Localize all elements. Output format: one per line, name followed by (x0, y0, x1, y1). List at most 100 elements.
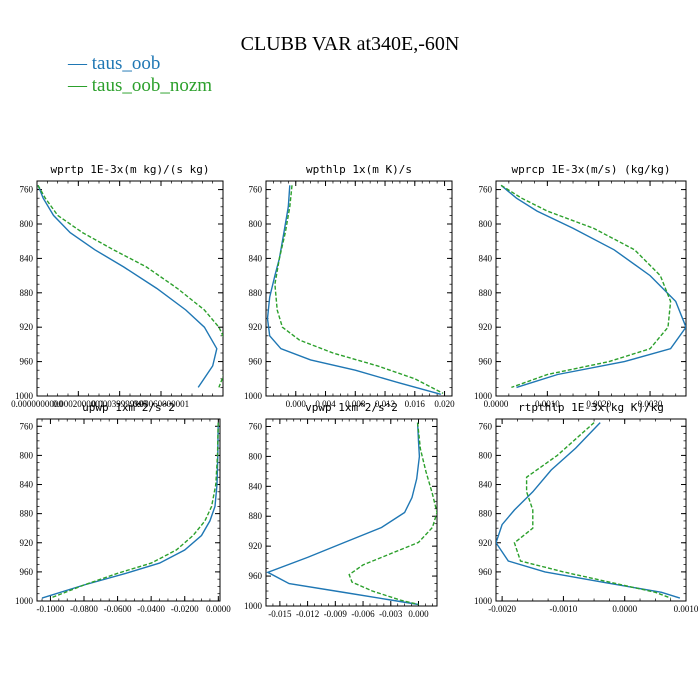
x-tick-label: -0.006 (351, 609, 375, 619)
y-tick-label: 1000 (244, 391, 263, 401)
y-tick-label: 800 (479, 450, 493, 460)
x-tick-label: -0.015 (268, 609, 292, 619)
y-tick-label: 840 (479, 480, 493, 490)
y-tick-label: 880 (249, 511, 263, 521)
y-tick-label: 920 (20, 322, 34, 332)
x-tick-label: 0.0000 (484, 399, 509, 409)
y-tick-label: 960 (249, 571, 263, 581)
y-tick-label: 1000 (15, 391, 34, 401)
panel-title: wprtp 1E-3x(m kg)/(s kg) (51, 163, 210, 176)
x-tick-label: 0.0000 (206, 604, 231, 614)
plot-frame (36, 418, 221, 602)
series-line-taus-oob (266, 185, 441, 395)
x-tick-label: 0.00039999997 (92, 399, 149, 409)
y-tick-label: 760 (20, 185, 34, 195)
x-tick-label: 0.0000000000 (11, 399, 63, 409)
figure-title: CLUBB VAR at340E,-60N (241, 33, 460, 55)
series-line-taus-oob-nozm (50, 422, 219, 599)
y-tick-label: 880 (479, 288, 493, 298)
y-tick-label: 800 (20, 450, 34, 460)
series-line-taus-oob (41, 422, 219, 599)
y-tick-label: 1000 (244, 601, 263, 611)
x-tick-label: 0.0020 (586, 399, 611, 409)
series-line-taus-oob (37, 185, 218, 388)
x-tick-label: -0.009 (324, 609, 348, 619)
y-tick-label: 880 (479, 509, 493, 519)
y-tick-label: 960 (20, 357, 34, 367)
legend-entry-taus-oob: — taus_oob (67, 53, 160, 74)
x-tick-label: -0.0400 (137, 604, 165, 614)
y-tick-label: 880 (20, 509, 34, 519)
y-tick-label: 880 (249, 288, 263, 298)
series-line-taus-oob-nozm (513, 422, 671, 599)
x-tick-label: 0.000 (408, 609, 429, 619)
x-tick-label: 0.004 (315, 399, 336, 409)
y-tick-label: 800 (249, 451, 263, 461)
panel-title: upwp 1xm^2/s^2 (82, 401, 175, 414)
y-tick-label: 800 (479, 219, 493, 229)
y-tick-label: 880 (20, 288, 34, 298)
x-tick-label: 0.016 (405, 399, 426, 409)
x-tick-label: -0.0800 (70, 604, 98, 614)
series-line-taus-oob (266, 422, 421, 606)
x-tick-label: 0.0002000001 (52, 399, 104, 409)
y-tick-label: 1000 (15, 596, 34, 606)
y-tick-label: 760 (249, 421, 263, 431)
series-line-taus-oob-nozm (274, 185, 444, 395)
y-tick-label: 840 (479, 253, 493, 263)
y-tick-label: 960 (20, 567, 34, 577)
plot-frame (265, 418, 438, 607)
y-tick-label: 800 (249, 219, 263, 229)
x-tick-label: 0.00060000001 (133, 399, 189, 409)
panel-title: wprcp 1E-3x(m/s) (kg/kg) (512, 163, 671, 176)
panel-1: wprtp 1E-3x(m kg)/(s kg) 760 800 840 880 920 9… (11, 163, 224, 409)
x-tick-label: 0.0030 (638, 399, 663, 409)
panel-title: rtpthlp 1E-3x(kg K)/kg (518, 401, 664, 414)
series-line-taus-oob (496, 422, 681, 599)
x-tick-label: 0.000 (286, 399, 307, 409)
y-tick-label: 960 (479, 567, 493, 577)
y-tick-label: 920 (479, 538, 493, 548)
y-tick-label: 960 (479, 357, 493, 367)
y-tick-label: 800 (20, 219, 34, 229)
x-tick-label: -0.003 (379, 609, 403, 619)
x-tick-label: 0.0010 (674, 604, 699, 614)
y-tick-label: 1000 (474, 596, 493, 606)
y-tick-label: 960 (249, 357, 263, 367)
x-tick-label: -0.0020 (488, 604, 516, 614)
x-tick-label: -0.012 (296, 609, 319, 619)
legend-entry-taus-oob-nozm: — taus_oob_nozm (67, 75, 212, 96)
y-tick-label: 840 (249, 481, 263, 491)
x-tick-label: 0.0010 (535, 399, 560, 409)
series-line-taus-oob-nozm (37, 184, 223, 388)
y-tick-label: 840 (20, 253, 34, 263)
y-tick-label: 760 (249, 185, 263, 195)
panel-5: vpwp 1xm^2/s^2 760 800 840 880 920 960 1000 -0.0… (244, 401, 438, 619)
x-tick-label: -0.1000 (37, 604, 65, 614)
y-tick-label: 840 (20, 480, 34, 490)
panel-3: wprcp 1E-3x(m/s) (kg/kg) 760 800 840 880 920 9… (474, 163, 687, 409)
plot-frame (495, 418, 687, 602)
x-tick-label: 0.0000 (612, 604, 637, 614)
x-tick-label: -0.0600 (104, 604, 132, 614)
y-tick-label: 760 (479, 421, 493, 431)
x-tick-label: -0.0200 (171, 604, 199, 614)
plot-frame (495, 180, 687, 397)
y-tick-label: 920 (20, 538, 34, 548)
y-tick-label: 840 (249, 253, 263, 263)
x-tick-label: 0.012 (375, 399, 395, 409)
x-tick-label: -0.0010 (550, 604, 578, 614)
panel-title: vpwp 1xm^2/s^2 (305, 401, 398, 414)
y-tick-label: 1000 (474, 391, 493, 401)
y-tick-label: 760 (479, 185, 493, 195)
x-tick-label: 0.008 (345, 399, 366, 409)
panel-title: wpthlp 1x(m K)/s (306, 163, 412, 176)
y-tick-label: 760 (20, 421, 34, 431)
plot-frame (265, 180, 453, 397)
x-tick-label: 0.020 (434, 399, 455, 409)
series-line-taus-oob-nozm (348, 422, 437, 606)
y-tick-label: 920 (249, 322, 263, 332)
panel-2: wpthlp 1x(m K)/s 760 800 840 880 920 960 1000 0.… (244, 163, 455, 409)
panels: wprtp 1E-3x(m kg)/(s kg) 760 800 840 880 920 9… (11, 163, 699, 619)
